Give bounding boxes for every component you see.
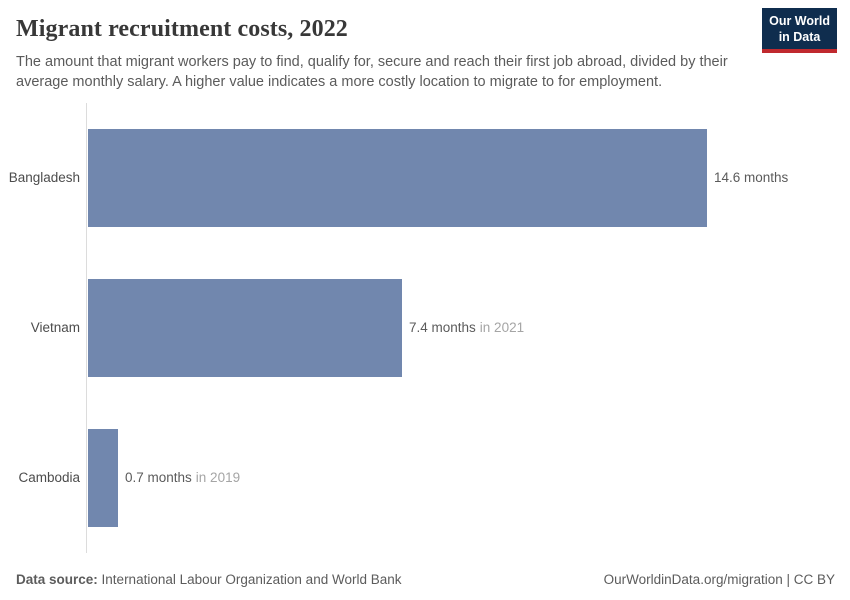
bar[interactable] — [88, 428, 118, 527]
owid-logo: Our World in Data — [762, 8, 837, 53]
chart-footer: Data source: International Labour Organi… — [16, 572, 835, 587]
category-label: Vietnam — [30, 320, 80, 336]
bar-row: Bangladesh 14.6 months — [0, 103, 850, 253]
data-source: Data source: International Labour Organi… — [16, 572, 402, 587]
bar-track: 7.4 months in 2021 — [88, 278, 850, 377]
chart-header: Migrant recruitment costs, 2022 The amou… — [0, 0, 850, 92]
owid-logo-line2: in Data — [778, 30, 821, 45]
owid-logo-line1: Our World — [769, 14, 830, 28]
y-axis-line — [86, 102, 87, 553]
value-label: 14.6 months — [714, 170, 788, 185]
data-source-text: International Labour Organization and Wo… — [101, 572, 402, 587]
attribution: OurWorldinData.org/migration | CC BY — [603, 572, 835, 587]
category-label: Bangladesh — [8, 170, 80, 186]
value-label: 0.7 months in 2019 — [125, 470, 240, 485]
value-text: 7.4 months — [409, 320, 476, 336]
bar-rows-container: Bangladesh 14.6 months Vietnam 7.4 months in… — [0, 103, 850, 553]
chart-title: Migrant recruitment costs, 2022 — [16, 16, 348, 42]
chart-subtitle: The amount that migrant workers pay to f… — [16, 53, 728, 90]
bar-chart: Bangladesh 14.6 months Vietnam 7.4 months in… — [0, 102, 850, 553]
category-label: Cambodia — [18, 470, 80, 486]
bar[interactable] — [88, 278, 402, 377]
value-year-note: in 2021 — [479, 320, 525, 336]
value-text: 14.6 months — [714, 170, 789, 186]
bar-row: Vietnam 7.4 months in 2021 — [0, 253, 850, 403]
value-year-note: in 2019 — [195, 470, 241, 486]
bar[interactable] — [88, 128, 707, 227]
bar-track: 0.7 months in 2019 — [88, 428, 850, 527]
bar-track: 14.6 months — [88, 128, 850, 227]
data-source-label: Data source: — [16, 572, 98, 587]
bar-row: Cambodia 0.7 months in 2019 — [0, 403, 850, 553]
value-label: 7.4 months in 2021 — [409, 320, 524, 335]
value-text: 0.7 months — [125, 470, 192, 486]
